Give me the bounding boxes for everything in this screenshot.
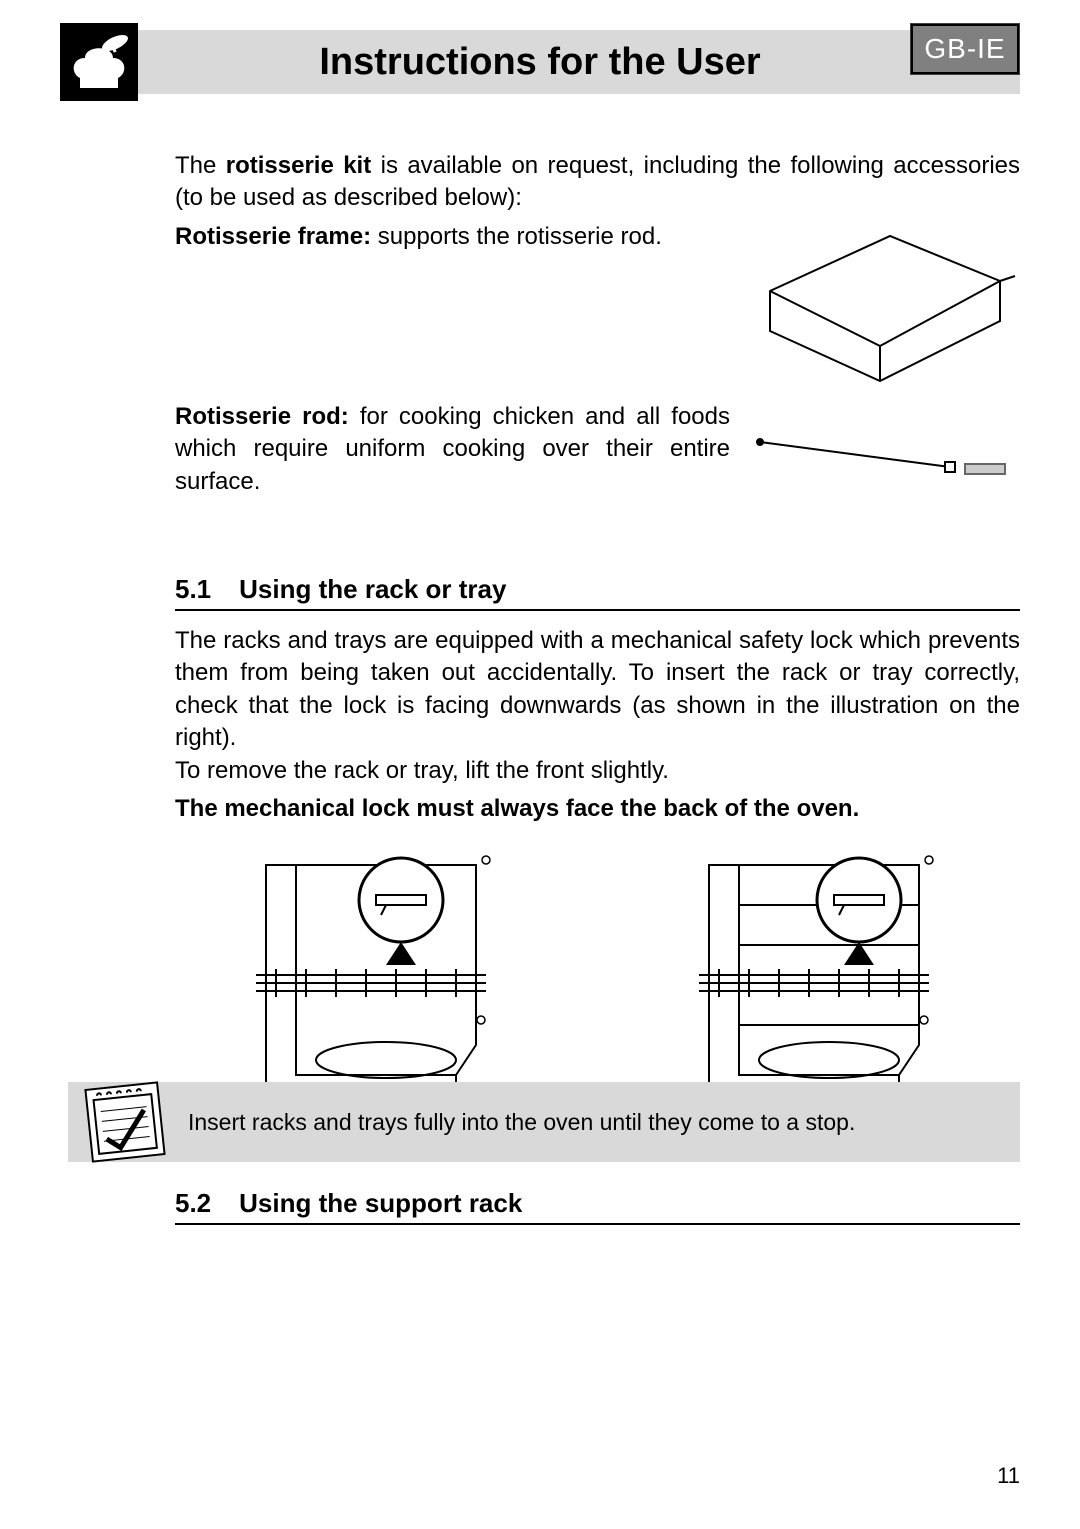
section-5-2-title: Using the support rack	[239, 1188, 522, 1219]
frame-label-bold: Rotisserie frame:	[175, 223, 371, 250]
frame-label-rest: supports the rotisserie rod.	[371, 223, 662, 250]
section-5-1-number: 5.1	[175, 574, 211, 605]
section-5-2: 5.2 Using the support rack	[175, 1188, 1020, 1239]
section-5-2-number: 5.2	[175, 1188, 211, 1219]
section-5-1-heading: 5.1 Using the rack or tray	[175, 574, 1020, 611]
notepad-icon	[84, 1081, 165, 1162]
header-band: Instructions for the User GB-IE	[60, 30, 1020, 94]
rotisserie-rod-row: Rotisserie rod: for cooking chicken and …	[175, 401, 1020, 504]
rod-text: Rotisserie rod: for cooking chicken and …	[175, 401, 730, 498]
section-5-1-bold-line: The mechanical lock must always face the…	[175, 793, 1020, 825]
intro-pre: The	[175, 152, 226, 179]
chef-hat-icon	[60, 23, 138, 101]
intro-kit-bold: rotisserie kit	[226, 152, 371, 179]
rotisserie-rod-illustration	[750, 422, 1020, 482]
frame-text: Rotisserie frame: supports the rotisseri…	[175, 221, 730, 253]
note-text: Insert racks and trays fully into the ov…	[188, 1109, 855, 1136]
section-5-1-body: The racks and trays are equipped with a …	[175, 625, 1020, 787]
section-5-1-title: Using the rack or tray	[239, 574, 506, 605]
main-content: The rotisserie kit is available on reque…	[175, 150, 1020, 1165]
note-box: Insert racks and trays fully into the ov…	[68, 1082, 1020, 1162]
rotisserie-frame-row: Rotisserie frame: supports the rotisseri…	[175, 221, 1020, 391]
region-badge: GB-IE	[910, 23, 1020, 75]
page-title: Instructions for the User	[60, 41, 1020, 84]
section-5-2-heading: 5.2 Using the support rack	[175, 1188, 1020, 1225]
rotisserie-frame-illustration	[750, 221, 1020, 391]
intro-paragraph: The rotisserie kit is available on reque…	[175, 150, 1020, 215]
rod-label-bold: Rotisserie rod:	[175, 403, 349, 430]
page-number: 11	[997, 1463, 1020, 1489]
